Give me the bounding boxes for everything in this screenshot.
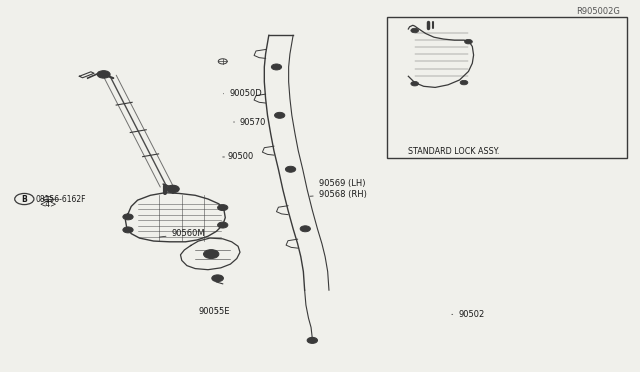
Circle shape bbox=[300, 226, 310, 232]
Text: B: B bbox=[22, 195, 27, 203]
Circle shape bbox=[307, 337, 317, 343]
Text: 90569 (LH): 90569 (LH) bbox=[319, 179, 365, 187]
Text: R905002G: R905002G bbox=[575, 7, 620, 16]
Text: 90502: 90502 bbox=[452, 310, 484, 319]
Circle shape bbox=[212, 275, 223, 282]
Text: 08156-6162F: 08156-6162F bbox=[35, 195, 86, 203]
Circle shape bbox=[166, 185, 179, 193]
Text: 90570: 90570 bbox=[234, 118, 266, 126]
Polygon shape bbox=[408, 25, 474, 87]
Circle shape bbox=[204, 250, 219, 259]
Circle shape bbox=[411, 28, 419, 33]
Circle shape bbox=[411, 81, 419, 86]
Circle shape bbox=[465, 39, 472, 44]
Text: 90050D: 90050D bbox=[223, 89, 262, 98]
Circle shape bbox=[218, 205, 228, 211]
Circle shape bbox=[271, 64, 282, 70]
Polygon shape bbox=[180, 238, 240, 270]
Text: 90560M: 90560M bbox=[159, 229, 205, 238]
Circle shape bbox=[123, 227, 133, 233]
Text: 90500: 90500 bbox=[223, 153, 253, 161]
Circle shape bbox=[97, 71, 110, 78]
Text: 90568 (RH): 90568 (RH) bbox=[310, 190, 367, 199]
Polygon shape bbox=[79, 72, 94, 78]
Circle shape bbox=[218, 222, 228, 228]
FancyBboxPatch shape bbox=[387, 17, 627, 158]
Circle shape bbox=[285, 166, 296, 172]
Circle shape bbox=[460, 80, 468, 85]
Polygon shape bbox=[125, 193, 225, 242]
Circle shape bbox=[275, 112, 285, 118]
Text: 90055E: 90055E bbox=[198, 307, 230, 316]
Text: STANDARD LOCK ASSY.: STANDARD LOCK ASSY. bbox=[408, 147, 500, 156]
Circle shape bbox=[123, 214, 133, 220]
Text: <4>: <4> bbox=[40, 200, 57, 209]
